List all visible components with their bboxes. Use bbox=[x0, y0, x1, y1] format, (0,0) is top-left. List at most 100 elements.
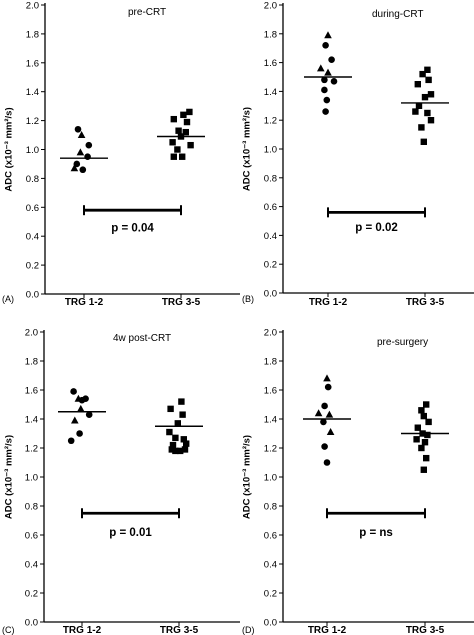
data-point-square bbox=[182, 128, 189, 136]
panel-label: (C) bbox=[2, 625, 15, 635]
x-tick-label: TRG 3-5 bbox=[160, 625, 199, 635]
data-point-square bbox=[168, 446, 175, 453]
data-point-triangle bbox=[70, 164, 79, 172]
data-point-square bbox=[427, 117, 435, 124]
y-tick-label: 0.4 bbox=[264, 560, 277, 571]
data-point-circle bbox=[321, 76, 328, 84]
y-tick-label: 1.0 bbox=[264, 473, 277, 484]
p-value-label: p = 0.04 bbox=[111, 223, 154, 235]
data-point-square bbox=[170, 115, 177, 123]
y-tick-label: 1.2 bbox=[26, 116, 39, 127]
data-point-circle bbox=[322, 108, 329, 115]
data-point-square bbox=[423, 454, 430, 462]
chart-panel: 0.0 0.2 0.4 0.6 0.8 1.0 1.2 1.4 1.6 1.8 2.0 ADC (x1… bbox=[242, 328, 474, 635]
data-point-square bbox=[186, 108, 193, 116]
panel-label: (D) bbox=[242, 625, 255, 635]
y-tick-label: 1.0 bbox=[25, 473, 38, 484]
data-point-triangle bbox=[314, 409, 323, 417]
y-tick-label: 1.4 bbox=[264, 415, 277, 426]
data-point-square bbox=[424, 109, 431, 117]
y-tick-label: 0.4 bbox=[264, 231, 277, 242]
y-tick-label: 0.0 bbox=[25, 618, 38, 629]
y-tick-label: 0.0 bbox=[26, 290, 39, 301]
data-point-square bbox=[415, 102, 423, 109]
data-point-square bbox=[175, 127, 182, 134]
data-point-square bbox=[425, 76, 432, 84]
data-point-circle bbox=[85, 411, 93, 418]
data-point-square bbox=[421, 439, 429, 446]
y-tick-label: 1.2 bbox=[25, 444, 38, 455]
chart-panel: 0.0 0.2 0.4 0.6 0.8 1.0 1.2 1.4 1.6 1.8 2.0 ADC (x1… bbox=[242, 1, 474, 308]
data-point-square bbox=[420, 138, 427, 145]
y-tick-label: 1.6 bbox=[264, 386, 277, 397]
data-point-circle bbox=[73, 160, 81, 168]
data-point-square bbox=[172, 434, 179, 442]
y-tick-label: 1.0 bbox=[26, 145, 39, 156]
y-tick-label: 1.8 bbox=[25, 357, 38, 368]
y-tick-label: 0.2 bbox=[264, 589, 277, 600]
chart-title: pre-surgery bbox=[377, 337, 428, 348]
data-point-square bbox=[412, 108, 419, 115]
data-point-square bbox=[179, 411, 186, 418]
data-point-triangle bbox=[76, 148, 85, 156]
data-point-square bbox=[414, 424, 421, 431]
data-point-circle bbox=[330, 78, 338, 85]
chart-title: during-CRT bbox=[372, 9, 424, 20]
data-point-square bbox=[180, 111, 187, 119]
data-point-square bbox=[424, 66, 431, 73]
y-tick-label: 1.4 bbox=[25, 415, 38, 426]
data-point-square bbox=[178, 398, 185, 405]
data-point-circle bbox=[78, 396, 86, 404]
panel-label: (B) bbox=[242, 294, 254, 304]
x-tick-label: TRG 3-5 bbox=[406, 297, 445, 308]
data-point-square bbox=[172, 447, 179, 455]
y-tick-label: 1.4 bbox=[26, 87, 39, 98]
y-tick-label: 0.2 bbox=[26, 261, 39, 272]
data-point-square bbox=[174, 146, 181, 153]
data-point-triangle bbox=[324, 68, 332, 76]
data-point-square bbox=[418, 407, 425, 414]
chart-title: 4w post-CRT bbox=[113, 333, 171, 344]
data-point-triangle bbox=[326, 428, 335, 436]
x-tick-label: TRG 1-2 bbox=[63, 625, 102, 635]
y-tick-label: 0.6 bbox=[25, 531, 38, 542]
p-value-label: p = 0.02 bbox=[355, 222, 398, 234]
y-tick-label: 0.8 bbox=[25, 502, 38, 513]
y-tick-label: 1.2 bbox=[264, 116, 277, 127]
data-point-square bbox=[177, 447, 184, 455]
y-tick-label: 1.6 bbox=[264, 58, 277, 69]
data-point-square bbox=[183, 440, 190, 447]
y-tick-label: 0.4 bbox=[26, 232, 39, 243]
data-point-triangle bbox=[324, 31, 332, 39]
data-point-triangle bbox=[77, 131, 86, 139]
data-point-square bbox=[424, 431, 431, 439]
data-point-square bbox=[183, 118, 191, 126]
data-point-circle bbox=[70, 388, 77, 395]
data-point-triangle bbox=[71, 416, 79, 424]
data-point-circle bbox=[323, 96, 331, 104]
y-tick-label: 1.6 bbox=[25, 386, 38, 397]
x-tick-label: TRG 1-2 bbox=[308, 625, 347, 635]
data-point-square bbox=[420, 412, 427, 420]
chart-panel: 0.0 0.2 0.4 0.6 0.8 1.0 1.2 1.4 1.6 1.8 2.0 ADC (x1… bbox=[2, 1, 240, 308]
y-tick-label: 0.8 bbox=[264, 173, 277, 184]
data-point-circle bbox=[320, 418, 327, 426]
data-point-square bbox=[181, 446, 189, 453]
x-tick-label: TRG 1-2 bbox=[65, 297, 104, 308]
data-point-square bbox=[169, 441, 177, 449]
data-point-square bbox=[179, 153, 186, 160]
data-point-square bbox=[169, 139, 176, 146]
p-value-label: p = 0.01 bbox=[109, 527, 152, 539]
x-tick-label: TRG 1-2 bbox=[309, 297, 348, 308]
y-tick-label: 1.8 bbox=[264, 357, 277, 368]
data-point-triangle bbox=[323, 374, 331, 382]
y-tick-label: 0.6 bbox=[26, 203, 39, 214]
data-point-circle bbox=[67, 437, 75, 445]
data-point-square bbox=[420, 466, 427, 473]
y-tick-label: 0.0 bbox=[264, 618, 277, 629]
data-point-square bbox=[170, 153, 177, 160]
y-tick-label: 0.6 bbox=[264, 202, 277, 213]
data-point-square bbox=[427, 91, 435, 98]
y-tick-label: 1.8 bbox=[264, 29, 277, 40]
